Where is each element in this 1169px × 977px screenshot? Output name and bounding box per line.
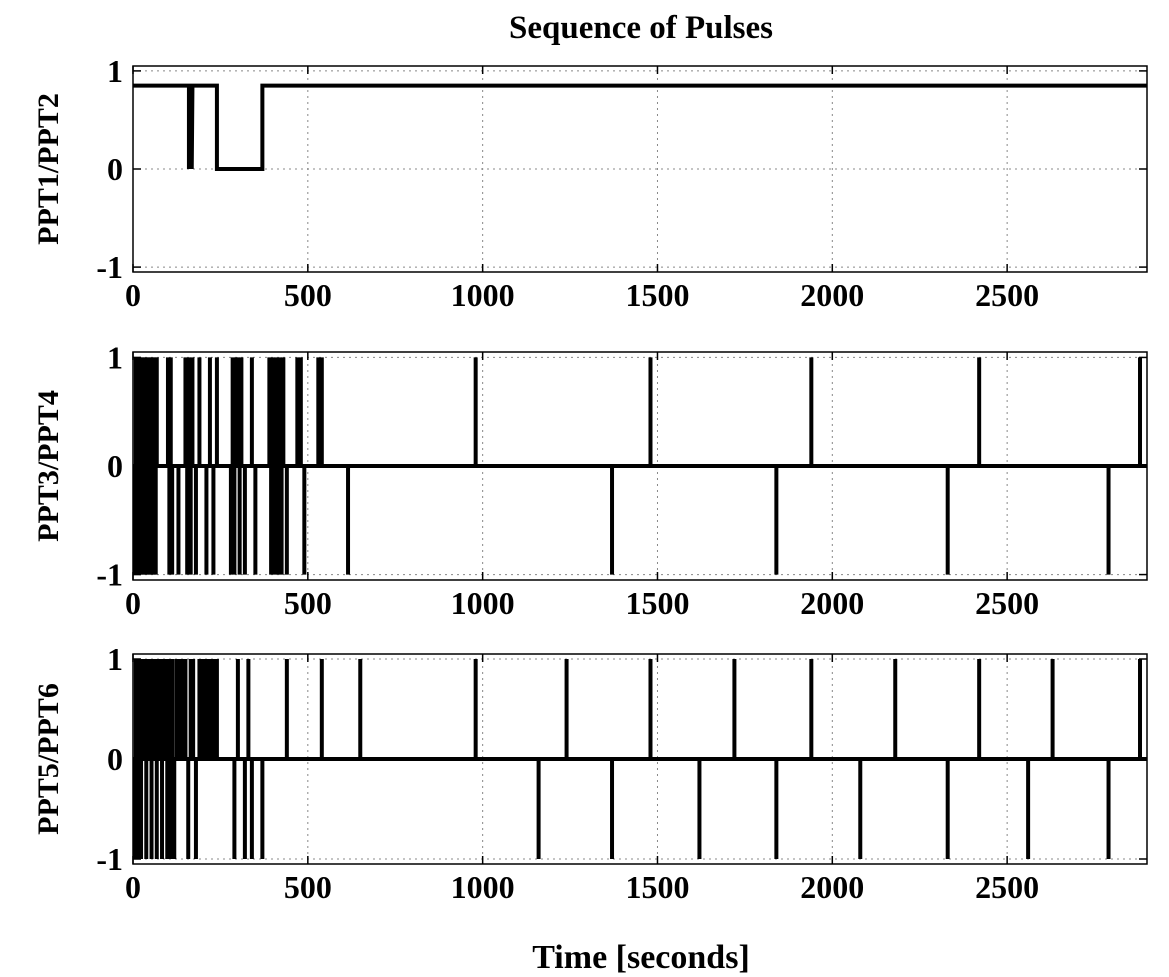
x-tick-label: 500: [284, 869, 332, 905]
x-tick-label: 2000: [800, 585, 864, 621]
x-tick-label: 1000: [451, 585, 515, 621]
y-tick-label: 0: [107, 741, 123, 777]
y-tick-label: 0: [107, 448, 123, 484]
x-axis-label: Time [seconds]: [532, 939, 750, 976]
x-tick-label: 2500: [975, 585, 1039, 621]
plot-frame: [132, 65, 1148, 273]
chart-title: Sequence of Pulses: [509, 10, 773, 46]
y-axis-label: PPT1/PPT2: [32, 93, 65, 245]
y-tick-label: 0: [107, 151, 123, 187]
y-tick-label: -1: [96, 249, 123, 285]
y-tick-label: 1: [107, 53, 123, 89]
x-tick-label: 0: [125, 585, 141, 621]
y-tick-label: -1: [96, 557, 123, 593]
x-tick-label: 2000: [800, 869, 864, 905]
x-tick-label: 2500: [975, 277, 1039, 313]
x-tick-label: 0: [125, 869, 141, 905]
x-tick-label: 2500: [975, 869, 1039, 905]
x-tick-label: 500: [284, 585, 332, 621]
x-tick-label: 1500: [625, 869, 689, 905]
y-tick-label: 1: [107, 339, 123, 375]
x-tick-label: 2000: [800, 277, 864, 313]
x-tick-label: 1000: [451, 277, 515, 313]
y-axis-label: PPT5/PPT6: [32, 683, 65, 835]
y-tick-label: -1: [96, 841, 123, 877]
y-axis-label: PPT3/PPT4: [32, 390, 65, 542]
signal-line: [133, 83, 1147, 171]
x-tick-label: 0: [125, 277, 141, 313]
x-tick-label: 1500: [625, 277, 689, 313]
y-tick-label: 1: [107, 641, 123, 677]
x-tick-label: 500: [284, 277, 332, 313]
x-tick-label: 1000: [451, 869, 515, 905]
x-tick-label: 1500: [625, 585, 689, 621]
